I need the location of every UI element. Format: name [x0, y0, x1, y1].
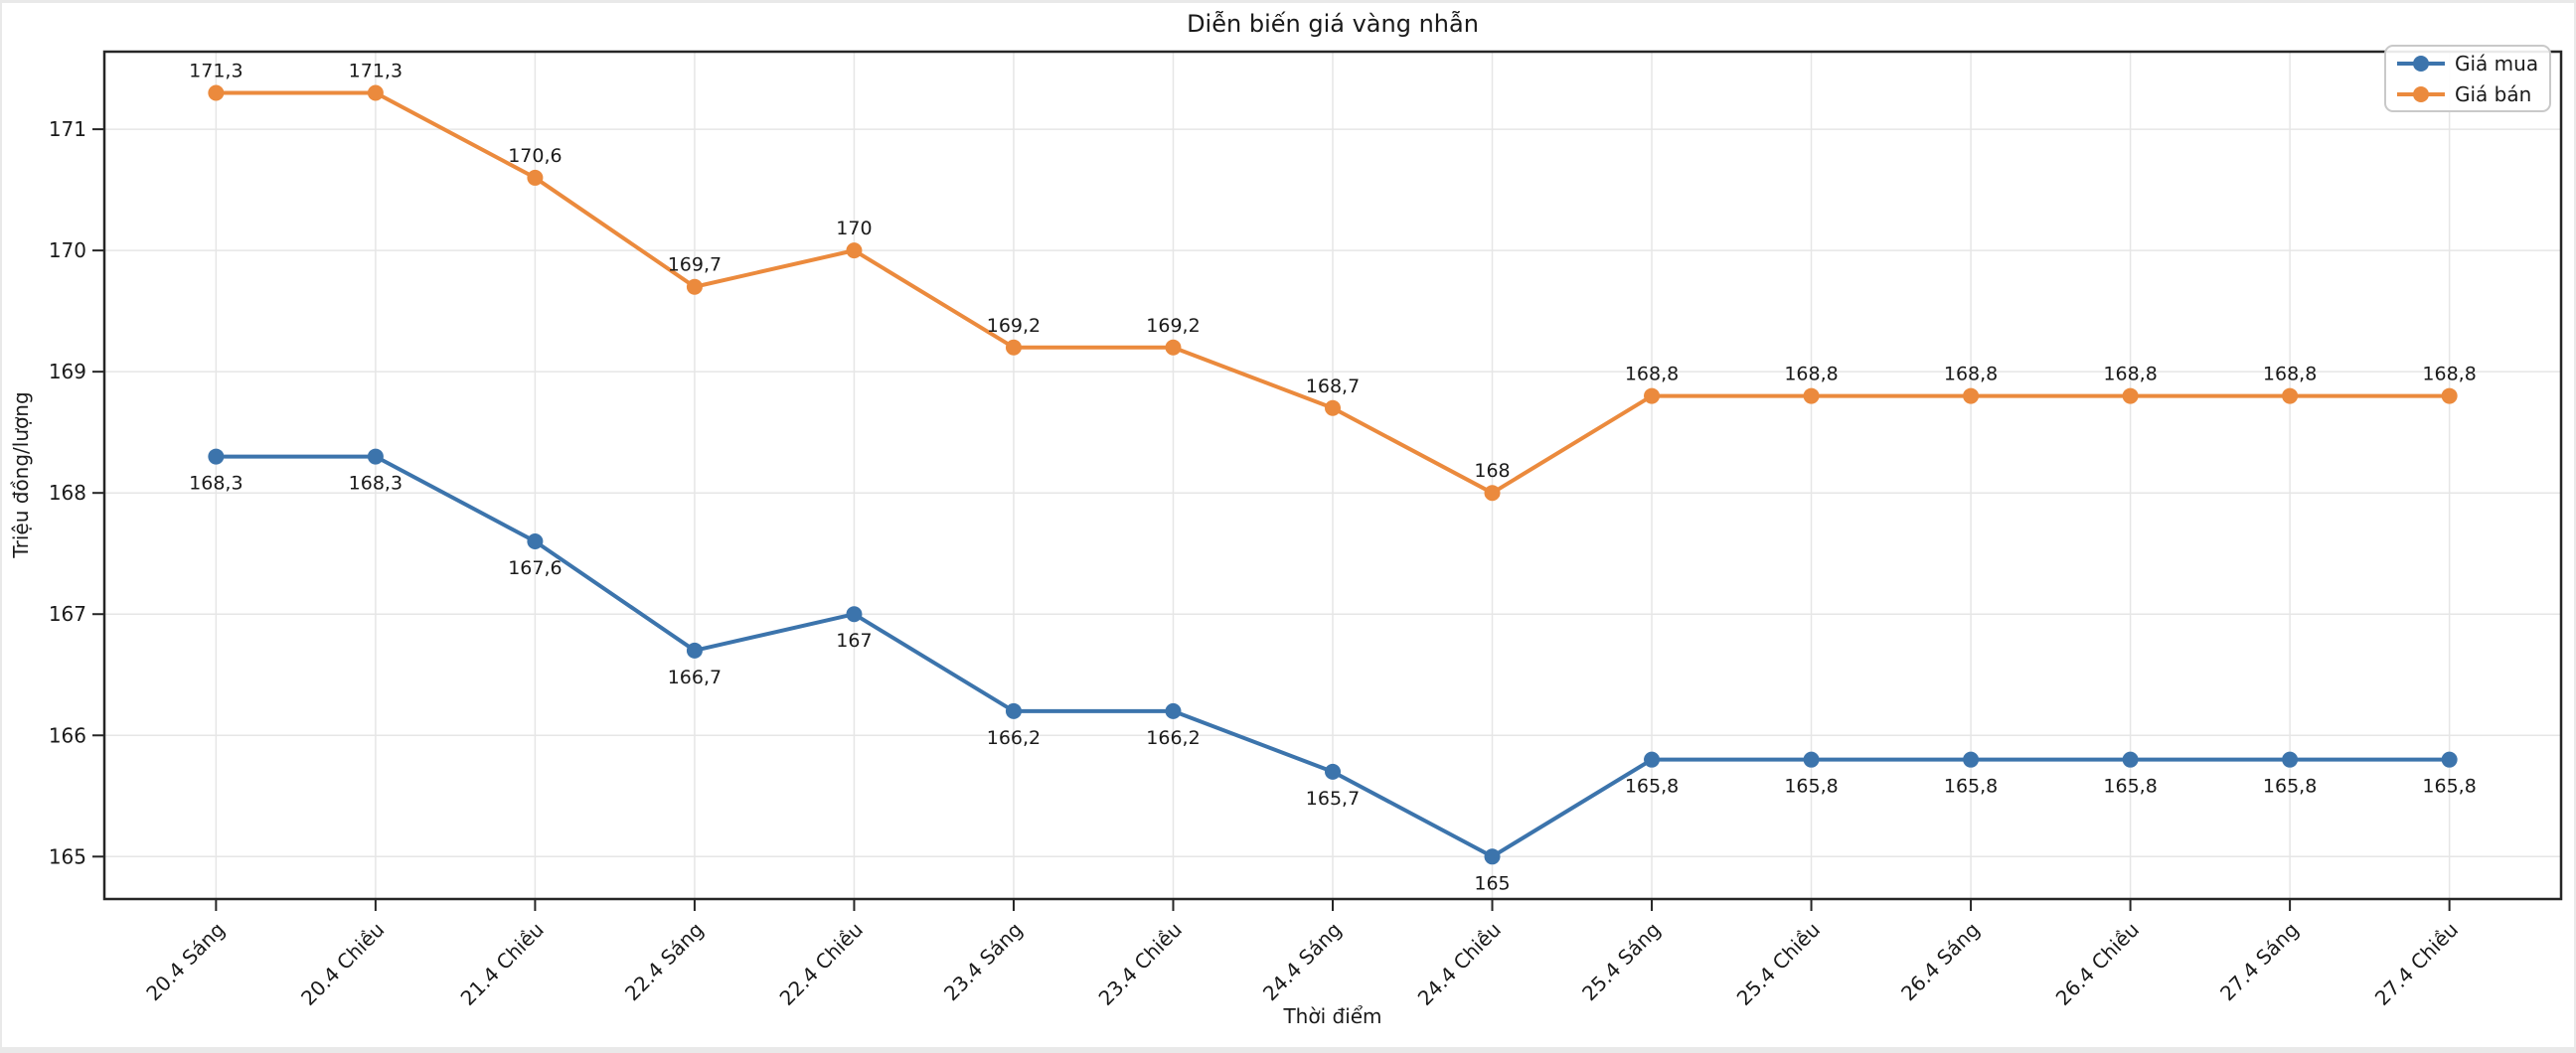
data-point-label: 171,3	[189, 60, 242, 81]
data-point-label: 168,8	[1784, 364, 1838, 385]
data-point	[1325, 399, 1341, 416]
data-point-label: 168	[1474, 460, 1510, 482]
y-tick-label: 168	[49, 481, 86, 505]
x-tick-label: 22.4 Sáng	[620, 918, 709, 1006]
data-point	[527, 169, 544, 186]
y-tick-label: 169	[49, 360, 86, 383]
data-point-label: 165,8	[2422, 776, 2476, 798]
data-point	[1005, 702, 1022, 719]
x-tick-label: 25.4 Chiều	[1732, 918, 1825, 1010]
data-point	[2441, 387, 2458, 404]
data-point-label: 167	[836, 630, 872, 652]
gold-price-line-chart: 165 166 167 168 169 170 171 20.4 Sáng 20.4 Chiều…	[9, 9, 2563, 1028]
data-point-label: 167,6	[508, 557, 562, 579]
data-point	[686, 278, 703, 295]
legend-label-gia-ban: Giá bán	[2455, 82, 2531, 106]
data-point	[1644, 751, 1661, 768]
legend-marker-gia-mua	[2413, 56, 2429, 72]
data-point-label: 168,3	[349, 473, 402, 495]
x-tick-label: 26.4 Chiều	[2051, 918, 2144, 1010]
data-point-label: 165,8	[1944, 776, 1998, 798]
data-point-label: 171,3	[349, 60, 402, 81]
data-point	[686, 642, 703, 659]
y-tick-label: 166	[49, 723, 86, 747]
data-point	[1963, 387, 1980, 404]
data-point	[208, 84, 225, 101]
data-point-label: 166,2	[1146, 727, 1200, 749]
data-point-label: 168,8	[1944, 364, 1998, 385]
data-point	[2441, 751, 2458, 768]
tick-layer: 165 166 167 168 169 170 171 20.4 Sáng 20.4 Chiều…	[49, 117, 2463, 1010]
data-point-label: 165,7	[1306, 788, 1360, 810]
x-tick-label: 24.4 Chiều	[1413, 918, 1506, 1010]
x-tick-label: 24.4 Sáng	[1258, 918, 1347, 1006]
legend: Giá mua Giá bán	[2384, 45, 2551, 112]
x-tick-label: 27.4 Sáng	[2215, 918, 2304, 1006]
data-label-layer: 168,3 168,3 167,6 166,7 167 166,2 166,2 165,7 16…	[189, 60, 2477, 894]
x-tick-label: 26.4 Sáng	[1896, 918, 1985, 1006]
data-point	[1005, 339, 1022, 356]
y-tick-label: 167	[49, 602, 86, 626]
data-point-label: 169,2	[987, 315, 1041, 337]
data-point	[1325, 763, 1341, 780]
data-point-label: 168,3	[189, 473, 242, 495]
data-point	[208, 448, 225, 465]
data-point	[2282, 751, 2299, 768]
data-point-label: 165,8	[1784, 776, 1838, 798]
data-point	[1165, 339, 1182, 356]
data-point	[367, 84, 384, 101]
data-point	[1484, 485, 1501, 502]
data-point-label: 165,8	[1625, 776, 1679, 798]
x-tick-label: 21.4 Chiều	[456, 918, 549, 1010]
data-point-label: 165	[1474, 872, 1510, 894]
data-point-label: 168,8	[1625, 364, 1679, 385]
data-point	[2282, 387, 2299, 404]
y-tick-label: 165	[49, 844, 86, 868]
series-layer	[208, 84, 2458, 865]
data-point-label: 165,8	[2263, 776, 2317, 798]
x-tick-label: 27.4 Chiều	[2370, 918, 2463, 1010]
data-point-label: 165,8	[2103, 776, 2157, 798]
y-tick-label: 170	[49, 238, 86, 262]
x-axis-title: Thời điểm	[1282, 1004, 1381, 1028]
data-point-label: 170	[836, 218, 872, 239]
data-point-label: 169,2	[1146, 315, 1200, 337]
data-point	[1803, 751, 1820, 768]
x-tick-label: 22.4 Chiều	[775, 918, 868, 1010]
data-point-label: 170,6	[508, 145, 562, 167]
data-point-label: 168,8	[2422, 364, 2476, 385]
x-tick-label: 23.4 Sáng	[939, 918, 1028, 1006]
legend-label-gia-mua: Giá mua	[2455, 52, 2538, 75]
x-tick-label: 23.4 Chiều	[1094, 918, 1187, 1010]
data-point	[1963, 751, 1980, 768]
legend-marker-gia-ban	[2413, 86, 2429, 102]
data-point	[1165, 702, 1182, 719]
y-axis-title: Triệu đồng/lượng	[9, 391, 33, 558]
data-point-label: 168,8	[2263, 364, 2317, 385]
data-point-label: 168,8	[2103, 364, 2157, 385]
x-tick-label: 20.4 Sáng	[141, 918, 230, 1006]
data-point-label: 166,2	[987, 727, 1041, 749]
x-tick-label: 25.4 Sáng	[1577, 918, 1666, 1006]
chart-figure: 165 166 167 168 169 170 171 20.4 Sáng 20.4 Chiều…	[2, 3, 2574, 1047]
data-point	[367, 448, 384, 465]
data-point-label: 169,7	[668, 254, 722, 276]
data-point-label: 166,7	[668, 667, 722, 688]
data-point	[1644, 387, 1661, 404]
data-point	[846, 242, 863, 259]
data-point	[2122, 751, 2139, 768]
chart-title: Diễn biến giá vàng nhẫn	[1187, 9, 1479, 38]
data-point	[527, 533, 544, 550]
data-point	[846, 606, 863, 623]
data-point	[2122, 387, 2139, 404]
data-point-label: 168,7	[1306, 376, 1360, 397]
x-tick-label: 20.4 Chiều	[296, 918, 389, 1010]
data-point	[1803, 387, 1820, 404]
data-point	[1484, 848, 1501, 865]
y-tick-label: 171	[49, 117, 86, 141]
